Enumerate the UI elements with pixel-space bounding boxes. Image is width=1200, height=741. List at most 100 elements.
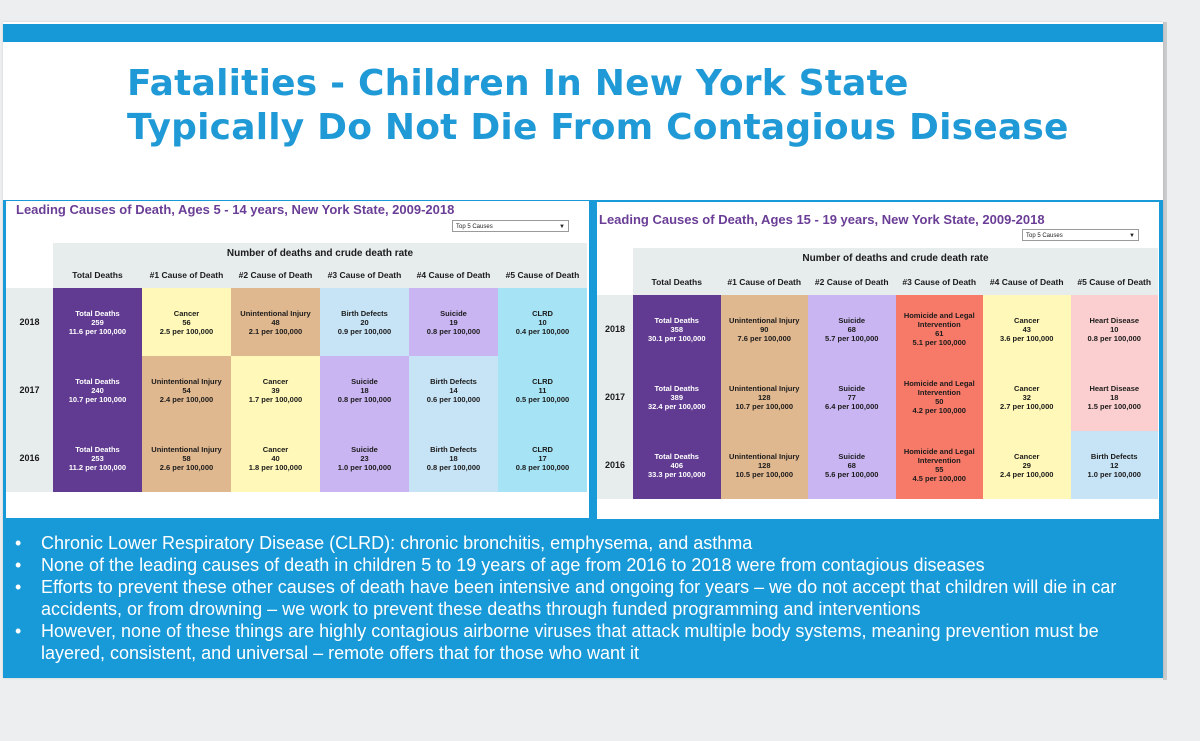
column-header: #3 Cause of Death bbox=[320, 263, 409, 288]
death-rate: 7.6 per 100,000 bbox=[737, 333, 791, 343]
death-count: 90 bbox=[760, 324, 769, 334]
death-count: 12 bbox=[1110, 460, 1119, 470]
death-rate: 0.8 per 100,000 bbox=[515, 462, 570, 472]
cause-name: Unintentional Injury bbox=[151, 376, 222, 386]
cause-of-death-cell: Unintentional Injury 128 10.5 per 100,000 bbox=[720, 431, 808, 499]
bullet-item: • Efforts to prevent these other causes o… bbox=[11, 576, 1151, 620]
cause-of-death-cell: Birth Defects 14 0.6 per 100,000 bbox=[409, 356, 498, 424]
table-super-header: Number of deaths and crude death rate bbox=[53, 243, 587, 263]
cause-name: CLRD bbox=[532, 308, 553, 318]
death-count: 10 bbox=[1110, 324, 1119, 334]
total-deaths-cell: Total Deaths 253 11.2 per 100,000 bbox=[53, 424, 142, 492]
death-count: 128 bbox=[757, 392, 771, 402]
column-header: #4 Cause of Death bbox=[983, 269, 1071, 295]
cause-of-death-cell: Suicide 19 0.8 per 100,000 bbox=[409, 288, 498, 356]
cause-of-death-cell: Homicide and Legal Intervention 50 4.2 per… bbox=[895, 363, 983, 431]
death-count: 48 bbox=[271, 317, 280, 327]
cause-of-death-cell: Homicide and Legal Intervention 61 5.1 per… bbox=[895, 295, 983, 363]
cause-of-death-cell: Cancer 40 1.8 per 100,000 bbox=[231, 424, 320, 492]
cause-of-death-cell: Cancer 29 2.4 per 100,000 bbox=[983, 431, 1071, 499]
bullet-text: None of the leading causes of death in c… bbox=[41, 555, 985, 575]
row-year-label: 2017 bbox=[597, 363, 633, 431]
bullet-item: • However, none of these things are highl… bbox=[11, 620, 1151, 664]
cause-name: Cancer bbox=[1014, 315, 1040, 325]
death-rate: 2.7 per 100,000 bbox=[1000, 401, 1054, 411]
cause-name: Homicide and Legal Intervention bbox=[903, 447, 975, 465]
cause-of-death-cell: Unintentional Injury 54 2.4 per 100,000 bbox=[142, 356, 231, 424]
death-rate: 0.8 per 100,000 bbox=[426, 326, 481, 336]
death-rate: 3.6 per 100,000 bbox=[1000, 333, 1054, 343]
death-count: 68 bbox=[847, 460, 856, 470]
bullet-icon: • bbox=[15, 577, 22, 597]
death-count: 29 bbox=[1022, 460, 1031, 470]
cause-name: Unintentional Injury bbox=[729, 383, 800, 393]
cause-name: Total Deaths bbox=[75, 376, 120, 386]
slide-top-bar bbox=[3, 24, 1163, 42]
top-causes-dropdown[interactable]: Top 5 Causes ▼ bbox=[452, 220, 569, 232]
cause-name: Birth Defects bbox=[430, 376, 477, 386]
cause-name: Heart Disease bbox=[1089, 383, 1140, 393]
bullet-icon: • bbox=[15, 621, 22, 641]
cause-name: Total Deaths bbox=[654, 451, 699, 461]
death-count: 18 bbox=[449, 453, 458, 463]
bullet-list: • Chronic Lower Respiratory Disease (CLRD… bbox=[11, 532, 1151, 664]
death-count: 358 bbox=[670, 324, 683, 334]
table-corner-cell bbox=[597, 248, 633, 269]
cause-of-death-cell: CLRD 10 0.4 per 100,000 bbox=[498, 288, 587, 356]
cause-name: Birth Defects bbox=[341, 308, 388, 318]
death-count: 17 bbox=[538, 453, 547, 463]
death-count: 18 bbox=[360, 385, 369, 395]
cause-name: CLRD bbox=[532, 444, 553, 454]
cause-of-death-cell: Unintentional Injury 48 2.1 per 100,000 bbox=[231, 288, 320, 356]
cause-of-death-cell: Birth Defects 20 0.9 per 100,000 bbox=[320, 288, 409, 356]
cause-name: Total Deaths bbox=[654, 383, 699, 393]
cause-of-death-cell: Homicide and Legal Intervention 55 4.5 per… bbox=[895, 431, 983, 499]
death-rate: 30.1 per 100,000 bbox=[647, 333, 706, 343]
bullet-icon: • bbox=[15, 533, 22, 553]
column-header: #4 Cause of Death bbox=[409, 263, 498, 288]
death-count: 14 bbox=[449, 385, 458, 395]
column-header: #1 Cause of Death bbox=[142, 263, 231, 288]
chevron-down-icon: ▼ bbox=[1129, 233, 1135, 239]
cause-of-death-cell: Cancer 43 3.6 per 100,000 bbox=[983, 295, 1071, 363]
death-count: 11 bbox=[538, 385, 547, 395]
death-count: 10 bbox=[538, 317, 547, 327]
cause-name: CLRD bbox=[532, 376, 553, 386]
cause-name: Suicide bbox=[351, 376, 378, 386]
cause-of-death-cell: Heart Disease 18 1.5 per 100,000 bbox=[1070, 363, 1158, 431]
slide-shadow bbox=[1163, 22, 1167, 680]
death-rate: 5.7 per 100,000 bbox=[825, 333, 879, 343]
panel-title: Leading Causes of Death, Ages 15 - 19 ye… bbox=[599, 212, 1045, 227]
cause-name: Homicide and Legal Intervention bbox=[903, 311, 975, 329]
table-super-header: Number of deaths and crude death rate bbox=[633, 248, 1158, 269]
death-count: 56 bbox=[182, 317, 191, 327]
death-count: 406 bbox=[670, 460, 683, 470]
row-year-label: 2017 bbox=[6, 356, 53, 424]
cause-name: Suicide bbox=[838, 451, 866, 461]
top-causes-dropdown[interactable]: Top 5 Causes ▼ bbox=[1022, 229, 1139, 241]
table-corner-cell bbox=[6, 243, 53, 263]
column-header: Total Deaths bbox=[633, 269, 721, 295]
cause-name: Suicide bbox=[838, 383, 866, 393]
death-rate: 33.3 per 100,000 bbox=[647, 469, 706, 479]
total-deaths-cell: Total Deaths 406 33.3 per 100,000 bbox=[633, 431, 721, 499]
death-count: 55 bbox=[935, 465, 944, 474]
death-rate: 10.7 per 100,000 bbox=[735, 401, 794, 411]
death-count: 240 bbox=[91, 385, 104, 395]
table-corner-cell bbox=[597, 269, 633, 295]
cause-of-death-cell: Cancer 32 2.7 per 100,000 bbox=[983, 363, 1071, 431]
bullet-item: • Chronic Lower Respiratory Disease (CLRD… bbox=[11, 532, 1151, 554]
death-rate: 4.5 per 100,000 bbox=[912, 474, 966, 483]
death-rate: 0.8 per 100,000 bbox=[1087, 333, 1141, 343]
bullet-icon: • bbox=[15, 555, 22, 575]
cause-name: Total Deaths bbox=[654, 315, 699, 325]
cause-of-death-cell: Birth Defects 18 0.8 per 100,000 bbox=[409, 424, 498, 492]
death-rate: 0.6 per 100,000 bbox=[426, 394, 481, 404]
panel-ages-5-14: Leading Causes of Death, Ages 5 - 14 yea… bbox=[6, 201, 589, 518]
cause-name: Unintentional Injury bbox=[729, 315, 800, 325]
row-year-label: 2018 bbox=[597, 295, 633, 363]
dropdown-value: Top 5 Causes bbox=[456, 224, 493, 230]
death-rate: 6.4 per 100,000 bbox=[825, 401, 879, 411]
cause-of-death-cell: Suicide 23 1.0 per 100,000 bbox=[320, 424, 409, 492]
death-rate: 10.7 per 100,000 bbox=[68, 394, 127, 404]
